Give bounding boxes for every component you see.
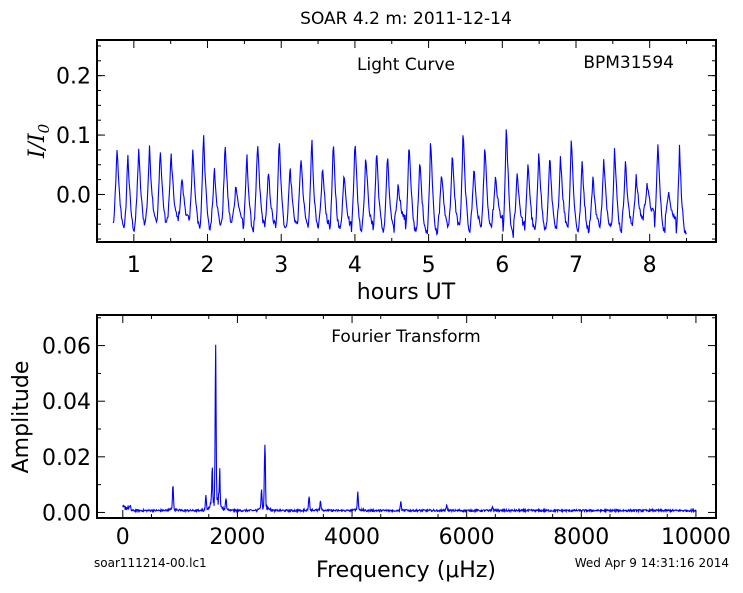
light-curve-x-axis-label: hours UT (357, 280, 456, 305)
fourier-xtick-label: 10000 (661, 525, 731, 550)
fourier-ytick-label: 0.00 (42, 501, 91, 526)
light-curve-y-axis-label: I/I0 (25, 123, 53, 159)
fourier-ytick-label: 0.06 (42, 335, 91, 360)
star-name-annotation: BPM31594 (583, 53, 674, 73)
light-curve-ytick-label: 0.1 (56, 124, 91, 149)
fourier-ticks: 0 2000 4000 6000 8000 10000 0.00 0.02 0.04 0.06 (42, 315, 731, 550)
fourier-y-axis-label: Amplitude (9, 361, 34, 474)
fourier-title: Fourier Transform (331, 327, 480, 347)
svg-text:I/I0: I/I0 (25, 123, 53, 159)
figure-title: SOAR 4.2 m: 2011-12-14 (300, 9, 512, 29)
light-curve-title: Light Curve (357, 55, 455, 75)
fourier-xtick-label: 2000 (209, 525, 265, 550)
light-curve-ticks: 1 2 3 4 5 6 7 8 0.0 0.1 0.2 (56, 40, 716, 278)
timestamp-label: Wed Apr 9 14:31:16 2014 (575, 556, 729, 570)
fourier-xtick-label: 6000 (439, 525, 495, 550)
light-curve-xtick-label: 3 (274, 253, 288, 278)
light-curve-xtick-label: 4 (348, 253, 362, 278)
fourier-panel: 0 2000 4000 6000 8000 10000 0.00 0.02 0.04 0.06 F… (9, 314, 731, 583)
light-curve-series (112, 129, 687, 238)
light-curve-xtick-label: 5 (422, 253, 436, 278)
light-curve-axes-frame (96, 39, 717, 243)
fourier-x-axis-label: Frequency (μHz) (316, 558, 496, 583)
fourier-xtick-label: 4000 (324, 525, 380, 550)
fourier-xtick-label: 0 (116, 525, 130, 550)
light-curve-ytick-label: 0.2 (56, 65, 91, 90)
source-file-label: soar111214-00.lc1 (94, 556, 207, 570)
light-curve-ytick-label: 0.0 (56, 183, 91, 208)
light-curve-xtick-label: 8 (643, 253, 657, 278)
fourier-axes-frame (96, 314, 717, 519)
fourier-xtick-label: 8000 (553, 525, 609, 550)
light-curve-xtick-label: 6 (495, 253, 509, 278)
fourier-ytick-label: 0.04 (42, 390, 91, 415)
fourier-series (122, 344, 697, 514)
light-curve-panel: 1 2 3 4 5 6 7 8 0.0 0.1 0.2 Light Curve BPM31594 h… (25, 39, 717, 305)
light-curve-xtick-label: 7 (569, 253, 583, 278)
fourier-ytick-label: 0.02 (42, 446, 91, 471)
light-curve-xtick-label: 2 (201, 253, 215, 278)
light-curve-xtick-label: 1 (127, 253, 141, 278)
